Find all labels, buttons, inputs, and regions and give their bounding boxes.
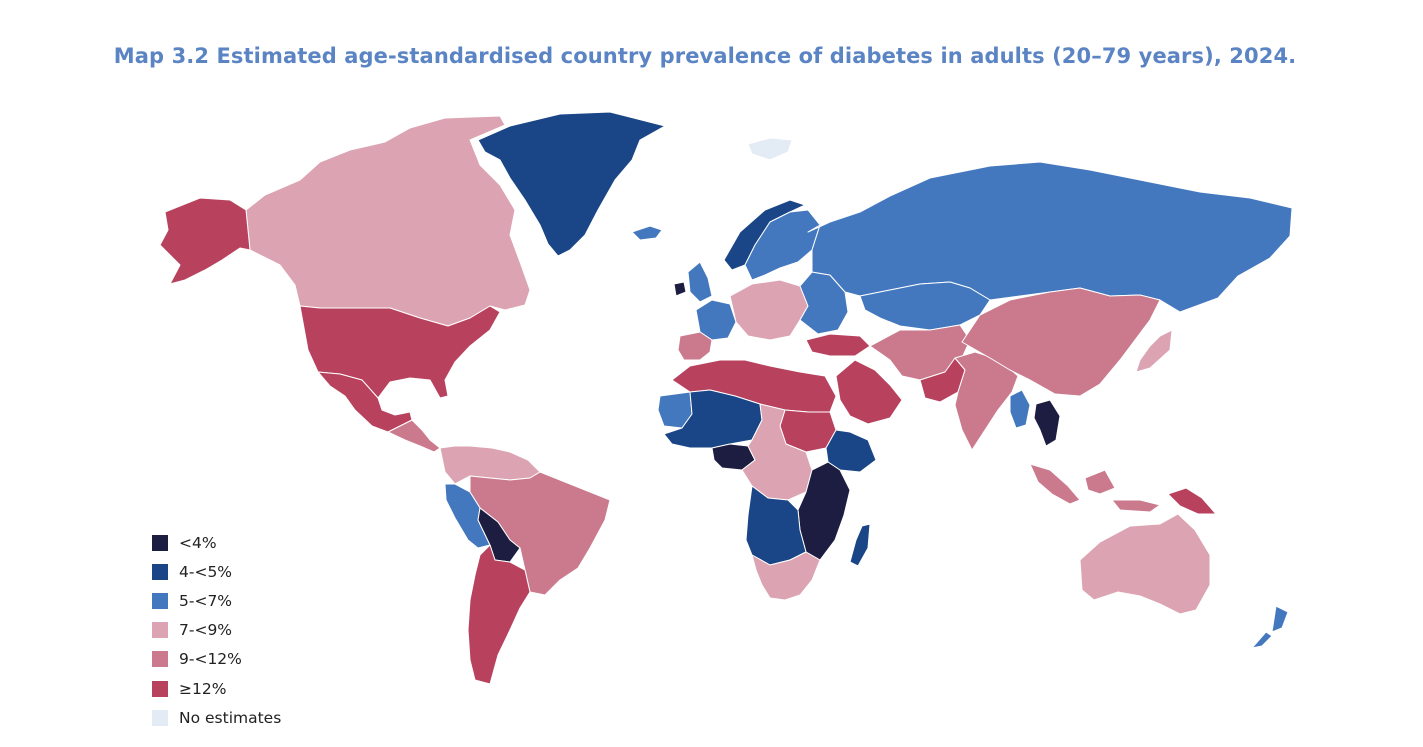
legend-item-lt4: <4% [152,528,281,557]
region-russia [807,161,1293,313]
legend-label: No estimates [179,708,282,727]
legend-item-7-9: 7-<9% [152,616,281,645]
legend-label: <4% [179,533,217,552]
region-svalbard [747,137,793,161]
legend-swatch [152,651,168,668]
region-japan [1135,329,1173,373]
region-china-mongolia [961,287,1161,397]
region-australia [1079,513,1211,615]
legend-item-5-7: 5-<7% [152,586,281,615]
region-papua-new-guinea [1167,487,1217,515]
legend-swatch [152,563,168,580]
legend-item-4-5: 4-<5% [152,557,281,586]
region-new-zealand [1251,605,1289,649]
legend-label: 5-<7% [179,591,233,610]
region-arabia [835,359,903,425]
legend-item-ge12: ≥12% [152,674,281,703]
legend-label: ≥12% [179,679,227,698]
region-myanmar [1009,389,1031,429]
region-central-europe [729,279,809,341]
legend-swatch [152,622,168,639]
region-southern-africa [751,551,821,601]
region-madagascar [849,523,871,567]
region-iberia [677,331,713,361]
legend-item-9-12: 9-<12% [152,645,281,674]
region-indochina [1033,399,1061,447]
region-alaska [159,197,251,285]
region-ireland [673,281,687,297]
region-greenland [477,111,666,257]
legend-swatch [152,592,168,609]
legend-item-no-estimates: No estimates [152,703,281,732]
region-central-america [387,419,441,453]
legend-swatch [152,709,168,726]
map-title: Map 3.2 Estimated age-standardised count… [113,44,1297,68]
region-uk [687,261,713,303]
legend-label: 9-<12% [179,650,242,669]
region-iceland [631,225,663,241]
legend-swatch [152,534,168,551]
legend-label: 7-<9% [179,621,233,640]
map-legend: <4% 4-<5% 5-<7% 7-<9% 9-<12% ≥12% No est… [152,528,281,732]
legend-label: 4-<5% [179,562,233,581]
legend-swatch [152,680,168,697]
region-argentina-chile [467,544,531,685]
region-indonesia [1029,463,1161,513]
region-turkey [805,333,871,357]
